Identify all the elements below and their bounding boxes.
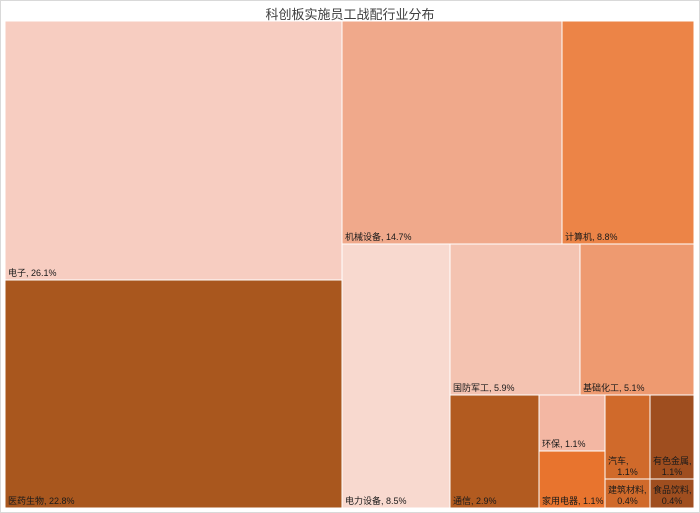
tile-label-医药生物: 医药生物, 22.8% <box>8 495 75 506</box>
tile-label-计算机: 计算机, 8.8% <box>565 231 618 242</box>
tile-医药生物 <box>4 279 343 509</box>
tile-label-国防军工: 国防军工, 5.9% <box>453 382 515 393</box>
tile-基础化工 <box>579 243 695 396</box>
tile-label-电力设备: 电力设备, 8.5% <box>345 495 407 506</box>
tile-label-电子: 电子, 26.1% <box>8 267 57 278</box>
tile-label-机械设备: 机械设备, 14.7% <box>345 231 412 242</box>
tile-label-建筑材料: 建筑材料, 0.4% <box>608 484 647 506</box>
tile-label-汽车: 汽车, 1.1% <box>608 455 638 477</box>
tile-通信 <box>449 394 540 509</box>
tile-label-基础化工: 基础化工, 5.1% <box>583 382 645 393</box>
tile-国防军工 <box>449 243 581 396</box>
tile-计算机 <box>561 20 695 245</box>
tile-机械设备 <box>341 20 563 245</box>
tile-食品饮料 <box>649 478 695 509</box>
tile-label-家用电器: 家用电器, 1.1% <box>542 495 604 506</box>
tile-label-通信: 通信, 2.9% <box>453 495 497 506</box>
tile-label-食品饮料: 食品饮料, 0.4% <box>653 484 692 506</box>
tile-电子 <box>4 20 343 281</box>
chart-title: 科创板实施员工战配行业分布 <box>265 7 435 22</box>
tile-电力设备 <box>341 243 451 509</box>
tile-label-有色金属: 有色金属, 1.1% <box>653 455 692 477</box>
tile-建筑材料 <box>604 478 651 509</box>
tile-label-环保: 环保, 1.1% <box>542 438 586 449</box>
tile-有色金属 <box>649 394 695 480</box>
